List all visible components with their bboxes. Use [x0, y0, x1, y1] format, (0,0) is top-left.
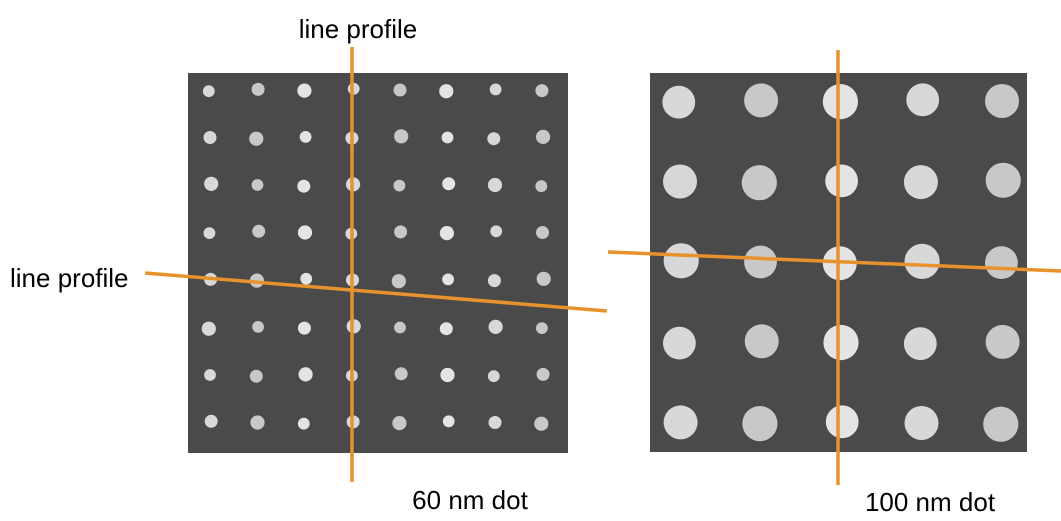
dot — [823, 325, 858, 360]
dot — [490, 84, 502, 96]
dot — [663, 327, 696, 360]
dot — [202, 322, 216, 336]
dot — [298, 322, 311, 335]
dot — [204, 131, 217, 144]
dot — [440, 368, 454, 382]
profile-label: line profile — [299, 14, 418, 44]
dot — [250, 415, 264, 429]
dot — [904, 165, 938, 199]
dot — [394, 84, 407, 97]
dot — [394, 322, 406, 334]
dot — [825, 165, 858, 198]
dot — [662, 86, 695, 119]
dot — [394, 180, 406, 192]
dot — [535, 180, 547, 192]
dot — [537, 272, 551, 286]
dot — [300, 273, 312, 285]
sem-image-60nm — [188, 73, 568, 453]
dot — [204, 227, 216, 239]
dot — [252, 321, 264, 333]
dot — [440, 226, 454, 240]
dot — [905, 244, 940, 279]
dot — [985, 84, 1019, 118]
dot — [249, 132, 263, 146]
dot — [252, 83, 265, 96]
dot — [297, 180, 310, 193]
dot — [986, 163, 1021, 198]
profile-label: line profile — [10, 263, 129, 293]
dot — [904, 327, 937, 360]
dot — [299, 367, 313, 381]
dot — [442, 132, 454, 144]
dot — [535, 84, 548, 97]
dot — [442, 177, 455, 190]
dot — [298, 225, 312, 239]
dot — [489, 416, 502, 429]
dot — [826, 405, 859, 438]
dot — [664, 405, 698, 439]
dot — [536, 130, 550, 144]
dot — [203, 85, 215, 97]
dot — [906, 83, 939, 116]
dot — [823, 84, 858, 119]
dot — [986, 325, 1020, 359]
dot — [744, 83, 778, 117]
panel-caption: 100 nm dot — [865, 487, 996, 517]
dot — [490, 225, 502, 237]
dot — [298, 418, 310, 430]
dot — [985, 246, 1018, 279]
dot — [487, 132, 500, 145]
dot — [488, 370, 500, 382]
dot — [250, 370, 263, 383]
dot — [489, 320, 503, 334]
dot — [205, 415, 218, 428]
dot — [488, 178, 502, 192]
dot — [204, 369, 216, 381]
dot — [297, 84, 311, 98]
dot — [394, 129, 408, 143]
dot — [534, 417, 548, 431]
dot — [536, 226, 549, 239]
dot — [394, 225, 407, 238]
dot — [744, 246, 777, 279]
dot — [488, 274, 501, 287]
dot — [983, 407, 1018, 442]
dot — [395, 367, 408, 380]
panel-caption: 60 nm dot — [412, 485, 528, 515]
dot — [443, 415, 455, 427]
dot — [204, 177, 218, 191]
dot — [536, 322, 548, 334]
dot — [252, 225, 265, 238]
dot — [442, 274, 454, 286]
dot — [439, 84, 453, 98]
dot — [663, 165, 697, 199]
dot — [392, 274, 406, 288]
dot — [300, 131, 312, 143]
figure: line profile line profile 60 nm dot 100 … — [0, 0, 1061, 521]
dot — [742, 406, 777, 441]
dot — [392, 416, 406, 430]
dot — [905, 406, 939, 440]
dot — [252, 179, 264, 191]
dot — [745, 324, 779, 358]
dot — [440, 322, 453, 335]
dot — [537, 368, 550, 381]
dot — [742, 165, 777, 200]
dot — [664, 243, 699, 278]
